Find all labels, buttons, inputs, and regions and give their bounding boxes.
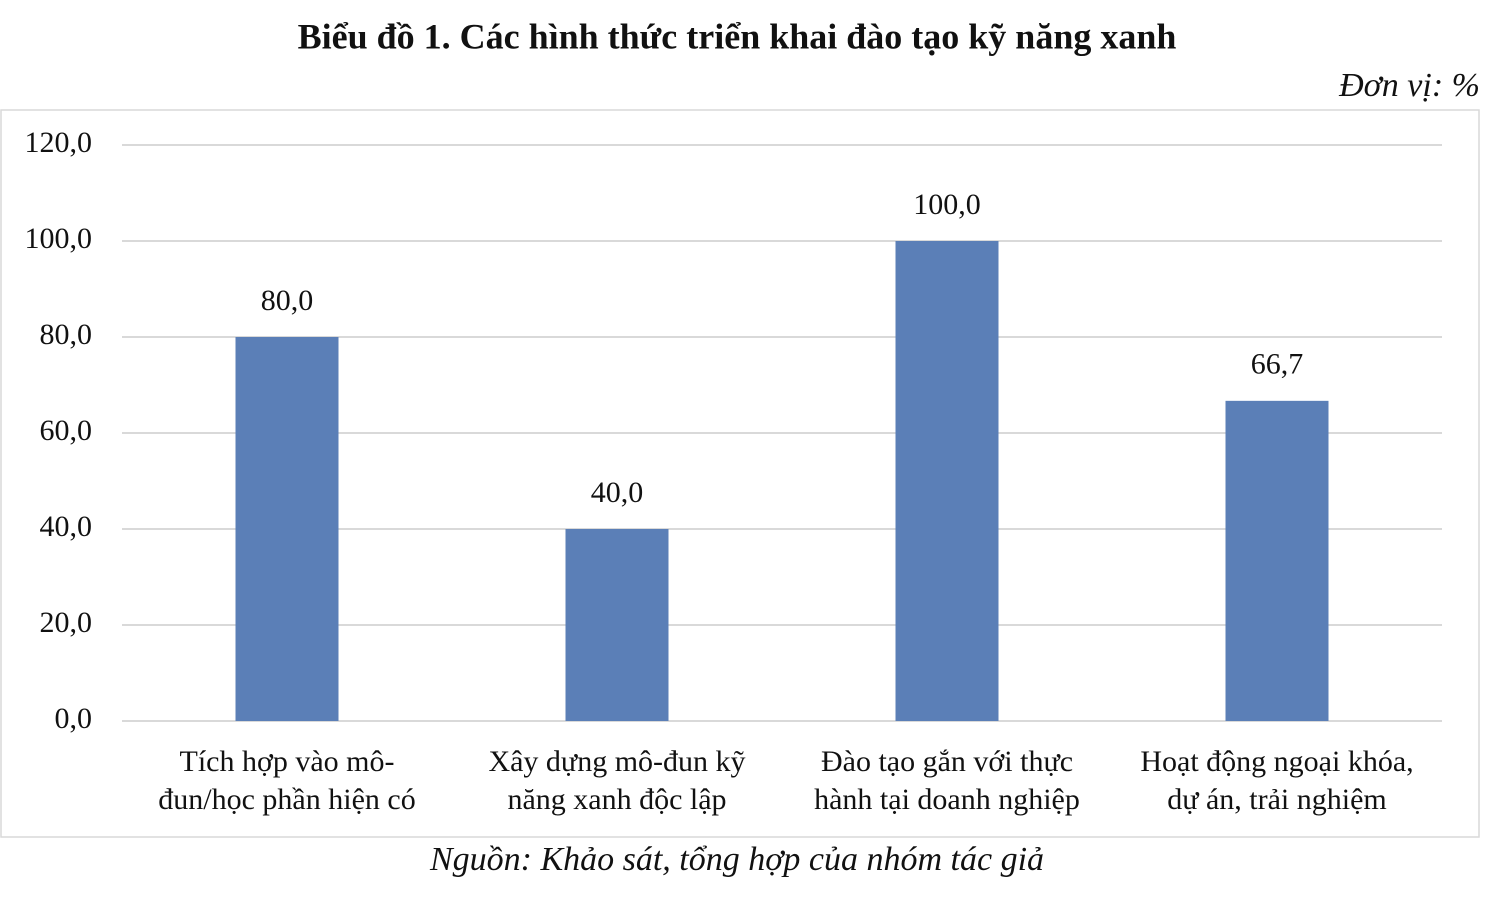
- y-tick-label: 40,0: [40, 510, 93, 543]
- bar: [235, 337, 339, 721]
- bar: [565, 529, 669, 721]
- y-tick-label: 0,0: [55, 702, 93, 735]
- unit-label: Đơn vị: %: [1338, 67, 1480, 104]
- x-tick-label: Xây dựng mô-đun kỹ năng xanh độc lập: [488, 745, 746, 816]
- y-tick-label: 20,0: [40, 606, 93, 639]
- source-note: Nguồn: Khảo sát, tổng hợp của nhóm tác g…: [429, 841, 1044, 878]
- chart-frame: [0, 109, 1480, 838]
- bar: [1225, 400, 1329, 721]
- value-label: 100,0: [913, 188, 981, 221]
- value-label: 80,0: [261, 284, 314, 317]
- y-tick-label: 100,0: [25, 222, 93, 255]
- bar: [895, 241, 999, 721]
- x-tick-label: Hoạt động ngoại khóa, dự án, trải nghiệm: [1140, 745, 1414, 816]
- y-tick-label: 120,0: [25, 126, 93, 159]
- chart-title: Biểu đồ 1. Các hình thức triển khai đào …: [298, 16, 1177, 56]
- y-tick-label: 60,0: [40, 414, 93, 447]
- x-tick-label: Tích hợp vào mô- đun/học phần hiện có: [158, 745, 416, 816]
- value-label: 66,7: [1251, 348, 1304, 381]
- value-label: 40,0: [591, 476, 644, 509]
- x-tick-label: Đào tạo gắn với thực hành tại doanh nghi…: [814, 745, 1080, 816]
- y-tick-label: 80,0: [40, 318, 93, 351]
